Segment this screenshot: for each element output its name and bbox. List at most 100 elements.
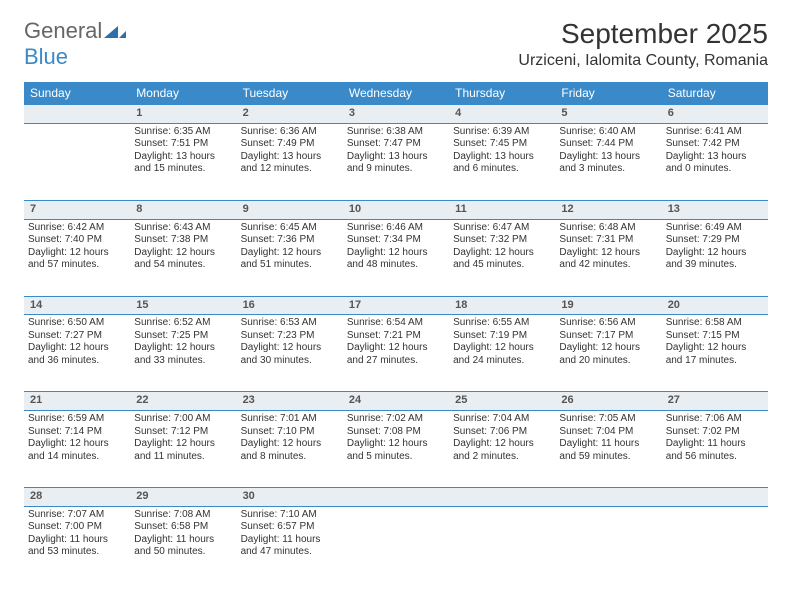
sunrise-line: Sunrise: 7:08 AM bbox=[134, 509, 232, 522]
daynum-row: 14151617181920 bbox=[24, 296, 768, 315]
day-number-cell: 9 bbox=[237, 200, 343, 219]
sunrise-line: Sunrise: 6:42 AM bbox=[28, 222, 126, 235]
sunset-line: Sunset: 7:25 PM bbox=[134, 330, 232, 343]
day-cell: Sunrise: 6:45 AMSunset: 7:36 PMDaylight:… bbox=[237, 219, 343, 296]
sunrise-line: Sunrise: 6:47 AM bbox=[453, 222, 551, 235]
daylight-line: Daylight: 12 hours and 36 minutes. bbox=[28, 342, 126, 367]
logo: General Blue bbox=[24, 18, 126, 70]
daylight-line: Daylight: 13 hours and 15 minutes. bbox=[134, 151, 232, 176]
daylight-line: Daylight: 12 hours and 11 minutes. bbox=[134, 438, 232, 463]
sunrise-line: Sunrise: 6:52 AM bbox=[134, 317, 232, 330]
day-cell: Sunrise: 7:02 AMSunset: 7:08 PMDaylight:… bbox=[343, 411, 449, 488]
daylight-line: Daylight: 13 hours and 9 minutes. bbox=[347, 151, 445, 176]
day-cell: Sunrise: 6:47 AMSunset: 7:32 PMDaylight:… bbox=[449, 219, 555, 296]
day-number-cell bbox=[449, 488, 555, 507]
sunrise-line: Sunrise: 6:55 AM bbox=[453, 317, 551, 330]
day-number-cell: 18 bbox=[449, 296, 555, 315]
sunrise-line: Sunrise: 7:02 AM bbox=[347, 413, 445, 426]
day-cell: Sunrise: 7:04 AMSunset: 7:06 PMDaylight:… bbox=[449, 411, 555, 488]
weekday-header: Wednesday bbox=[343, 82, 449, 105]
day-number-cell: 29 bbox=[130, 488, 236, 507]
sunset-line: Sunset: 7:21 PM bbox=[347, 330, 445, 343]
daylight-line: Daylight: 13 hours and 12 minutes. bbox=[241, 151, 339, 176]
weekday-header: Tuesday bbox=[237, 82, 343, 105]
daylight-line: Daylight: 13 hours and 6 minutes. bbox=[453, 151, 551, 176]
day-number-cell: 2 bbox=[237, 105, 343, 124]
day-cell: Sunrise: 7:06 AMSunset: 7:02 PMDaylight:… bbox=[662, 411, 768, 488]
weekday-header: Saturday bbox=[662, 82, 768, 105]
logo-line2: Blue bbox=[24, 44, 68, 69]
sunset-line: Sunset: 7:12 PM bbox=[134, 426, 232, 439]
day-number-cell: 20 bbox=[662, 296, 768, 315]
sunset-line: Sunset: 7:17 PM bbox=[559, 330, 657, 343]
sunrise-line: Sunrise: 6:49 AM bbox=[666, 222, 764, 235]
day-number-cell: 11 bbox=[449, 200, 555, 219]
day-cell: Sunrise: 6:50 AMSunset: 7:27 PMDaylight:… bbox=[24, 315, 130, 392]
day-number-cell: 21 bbox=[24, 392, 130, 411]
daylight-line: Daylight: 12 hours and 33 minutes. bbox=[134, 342, 232, 367]
sunset-line: Sunset: 7:06 PM bbox=[453, 426, 551, 439]
day-number-cell: 17 bbox=[343, 296, 449, 315]
day-cell: Sunrise: 7:05 AMSunset: 7:04 PMDaylight:… bbox=[555, 411, 661, 488]
sunrise-line: Sunrise: 6:39 AM bbox=[453, 126, 551, 139]
day-cell: Sunrise: 6:53 AMSunset: 7:23 PMDaylight:… bbox=[237, 315, 343, 392]
day-cell bbox=[343, 506, 449, 583]
daynum-row: 123456 bbox=[24, 105, 768, 124]
day-cell bbox=[555, 506, 661, 583]
logo-line1: General bbox=[24, 18, 102, 43]
day-cell bbox=[24, 123, 130, 200]
sunset-line: Sunset: 7:10 PM bbox=[241, 426, 339, 439]
daylight-line: Daylight: 12 hours and 42 minutes. bbox=[559, 247, 657, 272]
sunrise-line: Sunrise: 6:48 AM bbox=[559, 222, 657, 235]
day-number-cell: 7 bbox=[24, 200, 130, 219]
sunset-line: Sunset: 7:40 PM bbox=[28, 234, 126, 247]
sunset-line: Sunset: 7:19 PM bbox=[453, 330, 551, 343]
sunset-line: Sunset: 7:36 PM bbox=[241, 234, 339, 247]
day-cell: Sunrise: 7:00 AMSunset: 7:12 PMDaylight:… bbox=[130, 411, 236, 488]
title-block: September 2025 Urziceni, Ialomita County… bbox=[518, 18, 768, 70]
logo-sail-icon bbox=[104, 18, 126, 43]
day-row: Sunrise: 7:07 AMSunset: 7:00 PMDaylight:… bbox=[24, 506, 768, 583]
daylight-line: Daylight: 12 hours and 48 minutes. bbox=[347, 247, 445, 272]
weekday-header: Sunday bbox=[24, 82, 130, 105]
sunrise-line: Sunrise: 7:06 AM bbox=[666, 413, 764, 426]
day-cell: Sunrise: 7:08 AMSunset: 6:58 PMDaylight:… bbox=[130, 506, 236, 583]
daynum-row: 78910111213 bbox=[24, 200, 768, 219]
day-cell: Sunrise: 6:56 AMSunset: 7:17 PMDaylight:… bbox=[555, 315, 661, 392]
weekday-header-row: Sunday Monday Tuesday Wednesday Thursday… bbox=[24, 82, 768, 105]
sunset-line: Sunset: 6:57 PM bbox=[241, 521, 339, 534]
daylight-line: Daylight: 12 hours and 14 minutes. bbox=[28, 438, 126, 463]
sunset-line: Sunset: 7:29 PM bbox=[666, 234, 764, 247]
sunrise-line: Sunrise: 6:46 AM bbox=[347, 222, 445, 235]
day-number-cell bbox=[24, 105, 130, 124]
sunrise-line: Sunrise: 6:53 AM bbox=[241, 317, 339, 330]
sunset-line: Sunset: 7:47 PM bbox=[347, 138, 445, 151]
day-cell: Sunrise: 7:01 AMSunset: 7:10 PMDaylight:… bbox=[237, 411, 343, 488]
daylight-line: Daylight: 12 hours and 51 minutes. bbox=[241, 247, 339, 272]
day-cell: Sunrise: 7:10 AMSunset: 6:57 PMDaylight:… bbox=[237, 506, 343, 583]
sunset-line: Sunset: 7:44 PM bbox=[559, 138, 657, 151]
weekday-header: Thursday bbox=[449, 82, 555, 105]
daylight-line: Daylight: 12 hours and 8 minutes. bbox=[241, 438, 339, 463]
sunrise-line: Sunrise: 6:41 AM bbox=[666, 126, 764, 139]
day-number-cell: 26 bbox=[555, 392, 661, 411]
sunset-line: Sunset: 7:14 PM bbox=[28, 426, 126, 439]
sunset-line: Sunset: 7:34 PM bbox=[347, 234, 445, 247]
day-number-cell: 16 bbox=[237, 296, 343, 315]
daylight-line: Daylight: 13 hours and 0 minutes. bbox=[666, 151, 764, 176]
page-title: September 2025 bbox=[518, 18, 768, 50]
day-number-cell: 30 bbox=[237, 488, 343, 507]
sunrise-line: Sunrise: 7:05 AM bbox=[559, 413, 657, 426]
sunrise-line: Sunrise: 6:56 AM bbox=[559, 317, 657, 330]
day-number-cell: 28 bbox=[24, 488, 130, 507]
daylight-line: Daylight: 12 hours and 27 minutes. bbox=[347, 342, 445, 367]
day-number-cell: 6 bbox=[662, 105, 768, 124]
sunset-line: Sunset: 7:04 PM bbox=[559, 426, 657, 439]
day-number-cell: 24 bbox=[343, 392, 449, 411]
sunset-line: Sunset: 7:00 PM bbox=[28, 521, 126, 534]
day-number-cell bbox=[662, 488, 768, 507]
day-cell: Sunrise: 6:42 AMSunset: 7:40 PMDaylight:… bbox=[24, 219, 130, 296]
day-cell: Sunrise: 7:07 AMSunset: 7:00 PMDaylight:… bbox=[24, 506, 130, 583]
header-row: General Blue September 2025 Urziceni, Ia… bbox=[24, 18, 768, 70]
sunrise-line: Sunrise: 6:54 AM bbox=[347, 317, 445, 330]
